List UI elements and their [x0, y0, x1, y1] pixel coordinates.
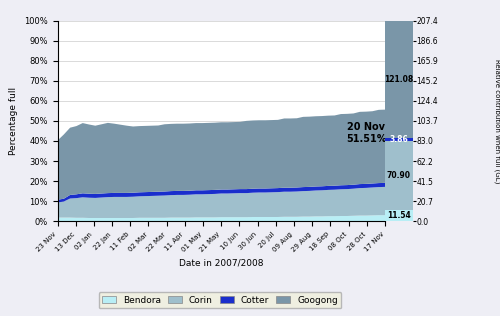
- Bar: [385, 210, 412, 221]
- X-axis label: Date in 2007/2008: Date in 2007/2008: [179, 259, 264, 268]
- Bar: [385, 138, 412, 142]
- Y-axis label: Percentage full: Percentage full: [10, 87, 18, 155]
- Text: 3.86: 3.86: [390, 135, 408, 144]
- Text: 70.90: 70.90: [387, 171, 411, 180]
- Text: 11.54: 11.54: [387, 211, 410, 220]
- Text: 20 Nov
51.51%: 20 Nov 51.51%: [346, 122, 387, 144]
- Bar: [385, 142, 412, 210]
- Legend: Bendora, Corin, Cotter, Googong: Bendora, Corin, Cotter, Googong: [98, 292, 342, 308]
- Y-axis label: Relative contribution when full (GL): Relative contribution when full (GL): [494, 59, 500, 183]
- Bar: [385, 21, 412, 138]
- Text: 121.08: 121.08: [384, 75, 414, 84]
